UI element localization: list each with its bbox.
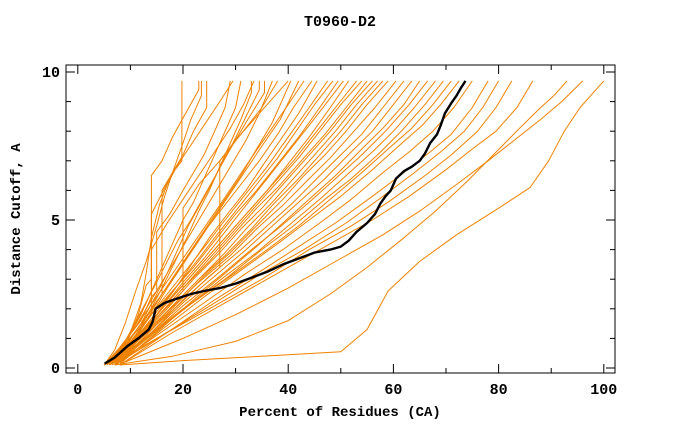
model-curve xyxy=(109,80,339,366)
model-curve xyxy=(109,80,357,366)
model-curve xyxy=(109,80,373,366)
model-curve xyxy=(109,80,513,366)
y-axis-label: Distance Cutoff, A xyxy=(9,143,25,295)
model-curve xyxy=(109,80,452,366)
x-tick-label: 40 xyxy=(279,382,297,399)
highlighted-curve xyxy=(103,80,467,365)
axis-tick-labels: 0 20 40 60 80 100 0 5 10 xyxy=(42,65,617,399)
model-curve xyxy=(103,80,397,366)
model-curve xyxy=(108,80,265,366)
x-tick-label: 100 xyxy=(590,382,617,399)
axis-ticks xyxy=(66,65,615,373)
y-tick-label: 0 xyxy=(51,361,60,378)
model-curve xyxy=(103,80,329,366)
x-tick-label: 60 xyxy=(384,382,402,399)
model-curves xyxy=(103,80,605,366)
model-curve xyxy=(114,80,500,366)
x-axis-label: Percent of Residues (CA) xyxy=(239,405,441,421)
x-tick-label: 80 xyxy=(490,382,508,399)
model-curve xyxy=(106,80,305,366)
model-curve xyxy=(119,80,605,366)
model-curve xyxy=(109,80,292,366)
x-tick-label: 20 xyxy=(174,382,192,399)
model-curve xyxy=(119,80,489,366)
model-curve xyxy=(119,80,534,366)
model-curve xyxy=(114,80,413,366)
chart-title: T0960-D2 xyxy=(304,14,376,31)
model-curve xyxy=(109,80,313,366)
model-curve xyxy=(119,80,289,364)
y-tick-label: 5 xyxy=(51,213,60,230)
x-tick-label: 0 xyxy=(73,382,82,399)
y-tick-label: 10 xyxy=(42,65,60,82)
model-curve xyxy=(114,80,389,366)
model-curve xyxy=(119,80,460,364)
model-curve xyxy=(114,80,473,366)
model-curve xyxy=(109,80,405,366)
model-curve xyxy=(106,80,444,366)
model-curve xyxy=(103,80,202,366)
model-curve xyxy=(124,80,584,363)
model-curve xyxy=(114,80,334,366)
model-curve xyxy=(108,80,231,366)
model-curve xyxy=(109,80,428,366)
model-curve xyxy=(114,80,568,366)
